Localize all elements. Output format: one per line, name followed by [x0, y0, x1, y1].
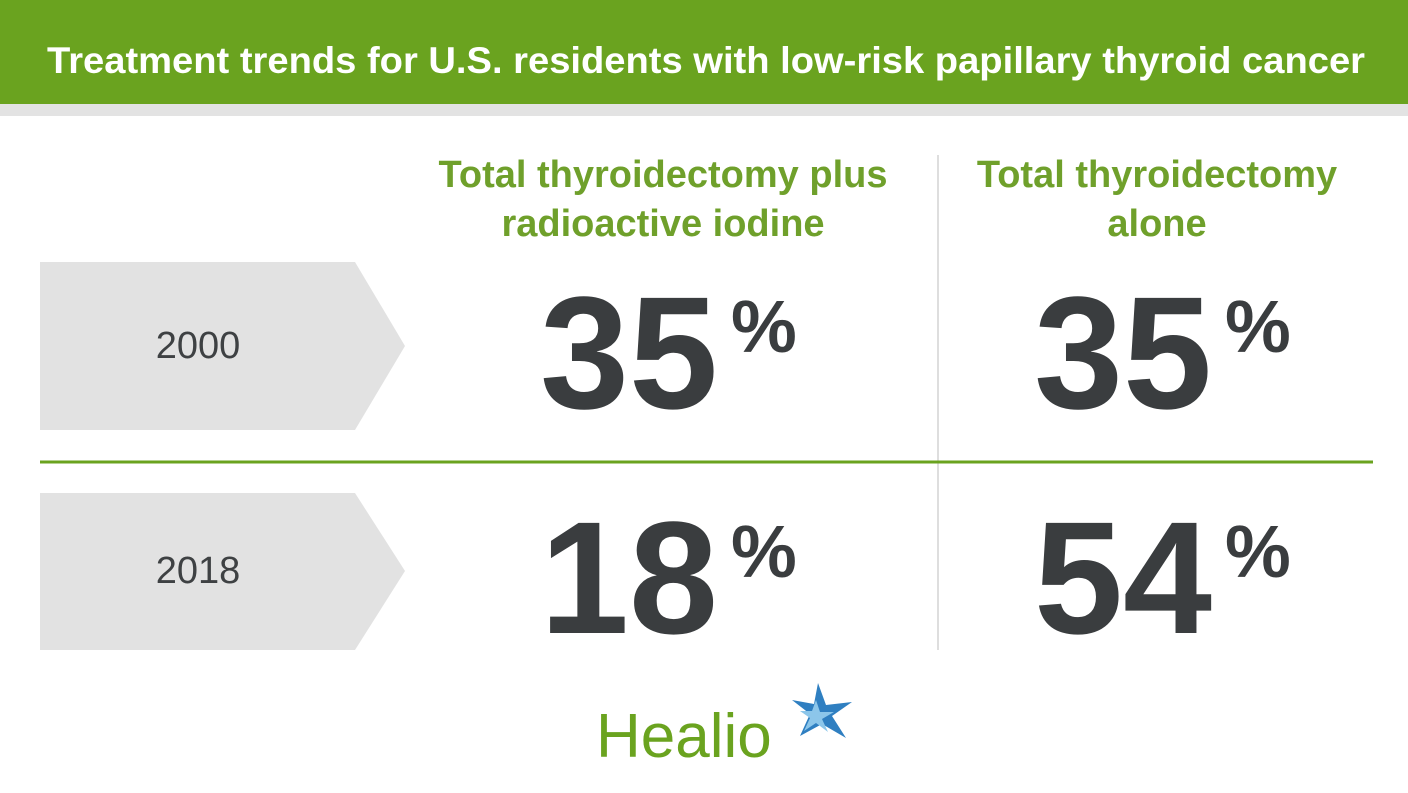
cell-value: 18 [540, 488, 718, 667]
logo-star-inner [800, 700, 834, 732]
row-label: 2000 [156, 325, 241, 367]
logo-text: Healio [596, 702, 772, 771]
column-header: alone [1107, 203, 1206, 245]
column-header: Total thyroidectomy plus [438, 154, 887, 196]
logo-star [792, 683, 852, 738]
logo: Healio [596, 683, 852, 771]
cell-suffix: % [1225, 285, 1291, 368]
column-header: radioactive iodine [501, 203, 824, 245]
cell-value: 35 [1034, 263, 1212, 442]
cell-value: 35 [540, 263, 718, 442]
header-shadow [0, 104, 1408, 116]
cell-suffix: % [731, 285, 797, 368]
row-label-box [40, 493, 405, 650]
cell-suffix: % [1225, 510, 1291, 593]
column-header: Total thyroidectomy [977, 154, 1337, 196]
row-label: 2018 [156, 550, 241, 592]
header-title: Treatment trends for U.S. residents with… [47, 40, 1365, 81]
row-label-box [40, 262, 405, 430]
cells: 35% 35 %18% 54% [540, 263, 1291, 667]
cell-suffix: % [731, 510, 797, 593]
cell-value: 54 [1034, 488, 1212, 667]
header-bar [0, 0, 1408, 104]
